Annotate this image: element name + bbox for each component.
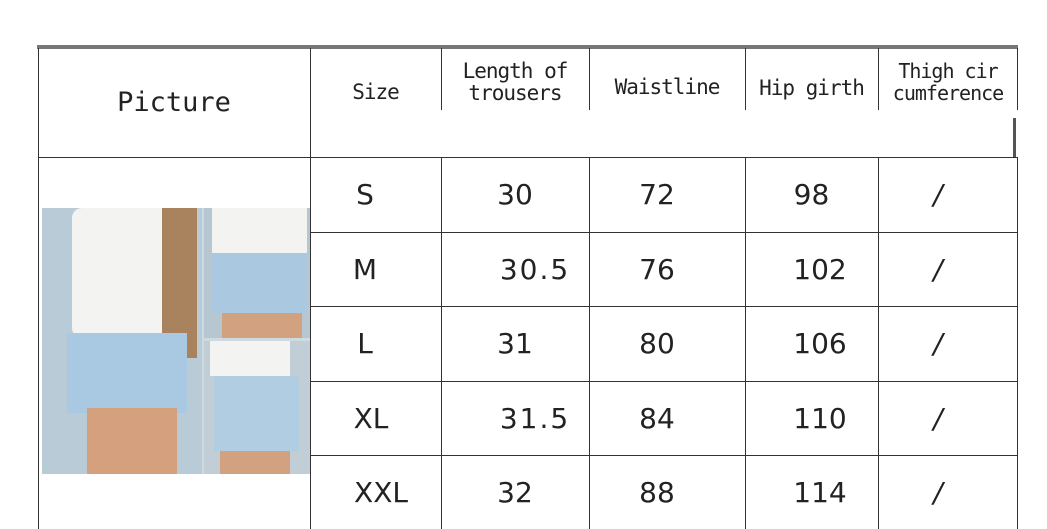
thigh-cell: / bbox=[933, 401, 943, 435]
waist-cell: 84 bbox=[639, 401, 675, 435]
size-cell: XL bbox=[353, 401, 389, 435]
divider bbox=[1017, 157, 1018, 529]
length-cell: 30.5 bbox=[499, 252, 571, 286]
size-cell: M bbox=[352, 252, 378, 286]
divider bbox=[310, 381, 1017, 382]
divider bbox=[310, 48, 311, 529]
waist-cell: 88 bbox=[639, 475, 675, 509]
divider bbox=[589, 48, 590, 110]
size-cell: XXL bbox=[354, 475, 408, 509]
header-picture: Picture bbox=[117, 86, 231, 118]
header-hip: Hip girth bbox=[759, 76, 865, 100]
size-cell: L bbox=[357, 327, 373, 360]
product-photo bbox=[42, 208, 310, 474]
hip-cell: 106 bbox=[793, 327, 847, 360]
length-cell: 32 bbox=[497, 475, 533, 509]
top-border bbox=[37, 45, 1018, 49]
waist-cell: 76 bbox=[639, 252, 675, 286]
divider bbox=[745, 157, 746, 529]
divider bbox=[310, 455, 1017, 456]
header-size: Size bbox=[352, 80, 400, 104]
divider bbox=[589, 157, 590, 529]
divider bbox=[1013, 118, 1016, 158]
length-cell: 31.5 bbox=[499, 401, 571, 435]
thigh-cell: / bbox=[933, 475, 943, 509]
thigh-cell: / bbox=[933, 252, 943, 286]
divider bbox=[38, 157, 1017, 158]
length-cell: 31 bbox=[497, 327, 533, 360]
divider bbox=[441, 157, 442, 529]
divider bbox=[441, 48, 442, 110]
hip-cell: 102 bbox=[793, 252, 847, 286]
hip-cell: 114 bbox=[793, 475, 847, 509]
divider bbox=[878, 48, 879, 110]
header-waist: Waistline bbox=[614, 75, 721, 99]
thigh-cell: / bbox=[933, 327, 943, 360]
divider bbox=[1017, 48, 1018, 110]
size-cell: S bbox=[356, 178, 374, 211]
divider bbox=[310, 306, 1017, 307]
header-thigh: Thigh cir cumference bbox=[892, 59, 1004, 105]
waist-cell: 80 bbox=[639, 327, 675, 360]
divider bbox=[878, 157, 879, 529]
divider bbox=[745, 48, 746, 110]
header-length: Length of trousers bbox=[462, 59, 569, 105]
hip-cell: 110 bbox=[793, 401, 847, 435]
divider bbox=[310, 232, 1017, 233]
thigh-cell: / bbox=[933, 178, 943, 211]
hip-cell: 98 bbox=[793, 178, 830, 211]
waist-cell: 72 bbox=[639, 178, 675, 211]
length-cell: 30 bbox=[497, 178, 533, 211]
left-border bbox=[38, 48, 39, 529]
